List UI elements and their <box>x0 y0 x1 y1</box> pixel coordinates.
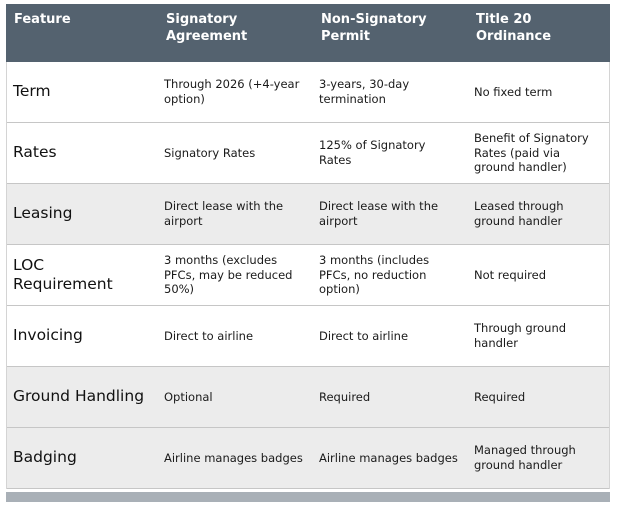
title-20-ordinance-cell: Required <box>474 389 526 404</box>
table-header-row: Feature Signatory Agreement Non-Signator… <box>6 4 610 62</box>
table-row-rates: Rates Signatory Rates 125% of Signatory … <box>7 123 609 184</box>
signatory-agreement-cell: Direct lease with the airport <box>164 199 284 228</box>
non-signatory-permit-cell: Required <box>319 389 371 404</box>
feature-cell: Rates <box>13 143 57 162</box>
non-signatory-permit-cell: 3 months (includes PFCs, no reduction op… <box>319 252 430 297</box>
title-20-ordinance-cell: Leased through ground handler <box>474 199 564 228</box>
table-row-ground-handling: Ground Handling Optional Required Requir… <box>7 367 609 428</box>
non-signatory-permit-cell: 125% of Signatory Rates <box>319 138 426 167</box>
signatory-agreement-cell: Optional <box>164 389 213 404</box>
feature-cell: Invoicing <box>13 326 83 345</box>
header-title-20-ordinance: Title 20 Ordinance <box>476 12 552 44</box>
signatory-agreement-cell: 3 months (excludes PFCs, may be reduced … <box>164 252 293 297</box>
title-20-ordinance-cell: Not required <box>474 267 546 282</box>
table-row-leasing: Leasing Direct lease with the airport Di… <box>7 184 609 245</box>
title-20-ordinance-cell: Benefit of Signatory Rates (paid via gro… <box>474 130 589 175</box>
table-bottom-strip <box>6 492 610 502</box>
table-row-badging: Badging Airline manages badges Airline m… <box>7 428 609 489</box>
non-signatory-permit-cell: Direct to airline <box>319 328 409 343</box>
signatory-agreement-cell: Signatory Rates <box>164 145 256 160</box>
signatory-agreement-cell: Airline manages badges <box>164 450 303 465</box>
feature-cell: Term <box>13 82 51 101</box>
title-20-ordinance-cell: Through ground handler <box>474 321 567 350</box>
title-20-ordinance-cell: Managed through ground handler <box>474 443 576 472</box>
header-non-signatory-permit: Non-Signatory Permit <box>321 12 427 44</box>
non-signatory-permit-cell: 3-years, 30-day termination <box>319 77 410 106</box>
comparison-table: Feature Signatory Agreement Non-Signator… <box>6 4 610 502</box>
feature-cell: Badging <box>13 448 77 467</box>
signatory-agreement-cell: Through 2026 (+4-year option) <box>164 77 300 106</box>
feature-cell: Leasing <box>13 204 73 223</box>
header-signatory-agreement: Signatory Agreement <box>166 12 248 44</box>
table-row-loc-requirement: LOC Requirement 3 months (excludes PFCs,… <box>7 245 609 306</box>
non-signatory-permit-cell: Airline manages badges <box>319 450 458 465</box>
non-signatory-permit-cell: Direct lease with the airport <box>319 199 439 228</box>
table-row-term: Term Through 2026 (+4-year option) 3-yea… <box>7 62 609 123</box>
table-body: Term Through 2026 (+4-year option) 3-yea… <box>6 62 610 489</box>
signatory-agreement-cell: Direct to airline <box>164 328 254 343</box>
feature-cell: LOC Requirement <box>13 255 113 293</box>
feature-cell: Ground Handling <box>13 387 145 406</box>
table-row-invoicing: Invoicing Direct to airline Direct to ai… <box>7 306 609 367</box>
title-20-ordinance-cell: No fixed term <box>474 84 553 99</box>
header-feature: Feature <box>14 12 71 27</box>
